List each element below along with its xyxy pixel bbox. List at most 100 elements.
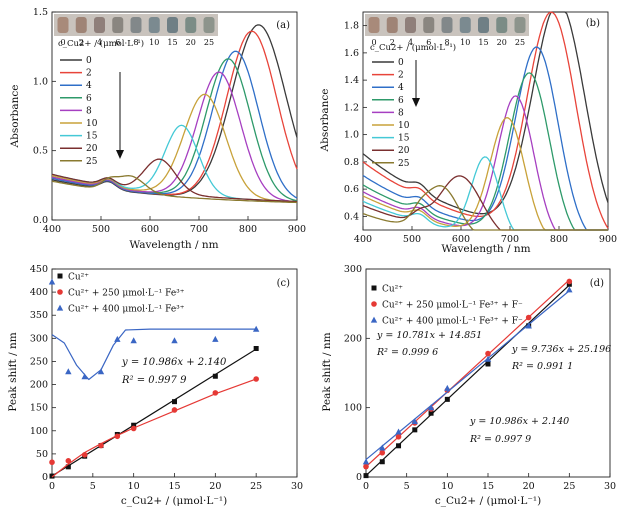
panel-d-fit-equation-cu: y = 10.986x + 2.140 <box>469 416 569 427</box>
data-point-series-1 <box>525 314 532 321</box>
vial <box>148 17 160 33</box>
data-point-series-2 <box>212 335 219 342</box>
vial <box>368 17 380 33</box>
legend-label-1: Cu²⁺ + 250 μmol·L⁻¹ Fe³⁺ <box>68 289 185 299</box>
y-tick-label: 1.8 <box>344 21 359 32</box>
data-point-series-0 <box>131 422 137 428</box>
legend-label-1: Cu²⁺ + 250 μmol·L⁻¹ Fe³⁺ + F⁻ <box>382 301 523 311</box>
vial-label: 10 <box>460 38 470 47</box>
panel-c-x-axis-label: c_Cu2+ / (μmol·L⁻¹) <box>121 495 227 507</box>
panel-a-y-axis-label: Absorbance <box>9 85 21 149</box>
panel-d-y-axis-label: Peak shift / nm <box>321 332 333 411</box>
data-point-series-2 <box>114 335 121 342</box>
vial <box>478 17 489 33</box>
legend-label-8: 8 <box>86 106 92 116</box>
data-point-series-2 <box>395 428 402 435</box>
x-tick-label: 10 <box>441 481 453 492</box>
panel-b-inset-vials <box>365 14 529 36</box>
x-tick-label: 800 <box>550 234 568 245</box>
panel-d-fit-r-squared-cu: R² = 0.997 9 <box>469 434 531 445</box>
panel-a-label: (a) <box>276 20 290 31</box>
y-tick-label: 200 <box>344 333 362 344</box>
vial <box>386 17 398 33</box>
data-point-series-1 <box>485 350 491 357</box>
legend-label-2: Cu²⁺ + 400 μmol·L⁻¹ Fe³⁺ <box>68 305 185 315</box>
panel-a-inset-labels: 0 2 4 6 8 10 15 20 25 <box>60 38 214 47</box>
data-point-series-2 <box>81 373 88 380</box>
panel-d-fit-equation-400: y = 9.736x + 25.196 <box>511 344 611 355</box>
legend-label-0: 0 <box>398 58 404 68</box>
legend-label-20: 20 <box>86 144 98 154</box>
data-point-series-0 <box>49 473 55 479</box>
legend-label-0: Cu²⁺ <box>68 273 89 283</box>
vial-label: 10 <box>149 38 159 47</box>
vial-label: 20 <box>497 38 507 47</box>
legend-label-15: 15 <box>398 134 410 144</box>
x-tick-label: 600 <box>141 224 159 235</box>
vial <box>441 17 453 33</box>
y-tick-label: 1.2 <box>344 102 359 113</box>
vial-label: 8 <box>133 38 138 47</box>
data-point-series-1 <box>65 458 72 464</box>
vial <box>57 17 69 33</box>
legend-label-25: 25 <box>86 157 98 167</box>
panel-c-fit-equation: y = 10.986x + 2.140 <box>121 357 227 368</box>
panel-a-concentration-arrow <box>116 72 124 159</box>
y-tick-label: 400 <box>30 287 48 298</box>
x-tick-label: 30 <box>604 481 616 492</box>
panel-a-absorbance-spectra: 0 2 4 6 8 10 15 20 25 400 500 600 700 800 9000.00.51.… <box>9 7 306 251</box>
y-tick-label: 1.5 <box>33 7 48 18</box>
data-point-series-1 <box>81 452 88 458</box>
vial-label: 0 <box>60 38 65 47</box>
data-point-series-0 <box>65 464 71 470</box>
vial-label: 20 <box>186 38 196 47</box>
legend-label-0: Cu²⁺ <box>382 285 403 295</box>
y-tick-label: 0 <box>42 472 48 483</box>
data-point-series-0 <box>444 396 450 402</box>
panel-b-legend: 0 2 4 6 8 10 15 20 25 <box>372 58 410 169</box>
vial-label: 2 <box>79 38 84 47</box>
vial <box>514 17 526 33</box>
panel-a-legend: 0 2 4 6 8 10 15 20 25 <box>60 56 98 167</box>
vial-label: 8 <box>444 38 449 47</box>
panel-a-legend-title: c_Cu2+ / (μmol·L⁻¹) <box>58 38 144 49</box>
panel-c-fit-r-squared: R² = 0.997 9 <box>121 375 187 386</box>
x-tick-label: 25 <box>563 481 575 492</box>
panel-a-inset-vials <box>54 14 218 36</box>
legend-label-4: 4 <box>86 81 92 91</box>
vial <box>185 17 197 33</box>
data-point-series-1 <box>212 390 219 396</box>
x-tick-label: 500 <box>92 224 110 235</box>
vial-label: 4 <box>97 38 102 47</box>
y-tick-label: 0.8 <box>344 157 359 168</box>
vial-label: 6 <box>426 38 431 47</box>
vial <box>75 17 87 33</box>
data-point-series-2 <box>48 278 56 285</box>
panel-c-label: (c) <box>277 278 291 289</box>
data-point-series-1 <box>98 442 104 449</box>
data-point-series-2 <box>379 444 386 451</box>
x-tick-label: 20 <box>523 481 535 492</box>
vial-label: 25 <box>204 38 214 47</box>
x-tick-label: 400 <box>354 234 372 245</box>
panel-d-legend: Cu²⁺ Cu²⁺ + 250 μmol·L⁻¹ Fe³⁺ + F⁻ Cu²⁺ + … <box>370 285 523 327</box>
y-tick-label: 300 <box>344 264 362 275</box>
legend-label-2: 2 <box>86 69 92 79</box>
y-tick-label: 450 <box>30 264 48 275</box>
data-point-series-2 <box>97 368 105 375</box>
panel-b-legend-title: c_Cu2+ / (μmol·L⁻¹) <box>370 42 456 53</box>
legend-label-6: 6 <box>86 94 92 104</box>
data-point-series-0 <box>172 399 177 405</box>
panel-d-label: (d) <box>590 278 604 289</box>
data-point-series-1 <box>363 463 369 470</box>
legend-label-25: 25 <box>398 159 410 169</box>
vial-label: 0 <box>371 38 376 47</box>
vial <box>130 17 142 33</box>
spectrum-line-0 <box>362 11 609 215</box>
data-point-series-0 <box>412 427 418 433</box>
legend-label-20: 20 <box>398 146 410 156</box>
